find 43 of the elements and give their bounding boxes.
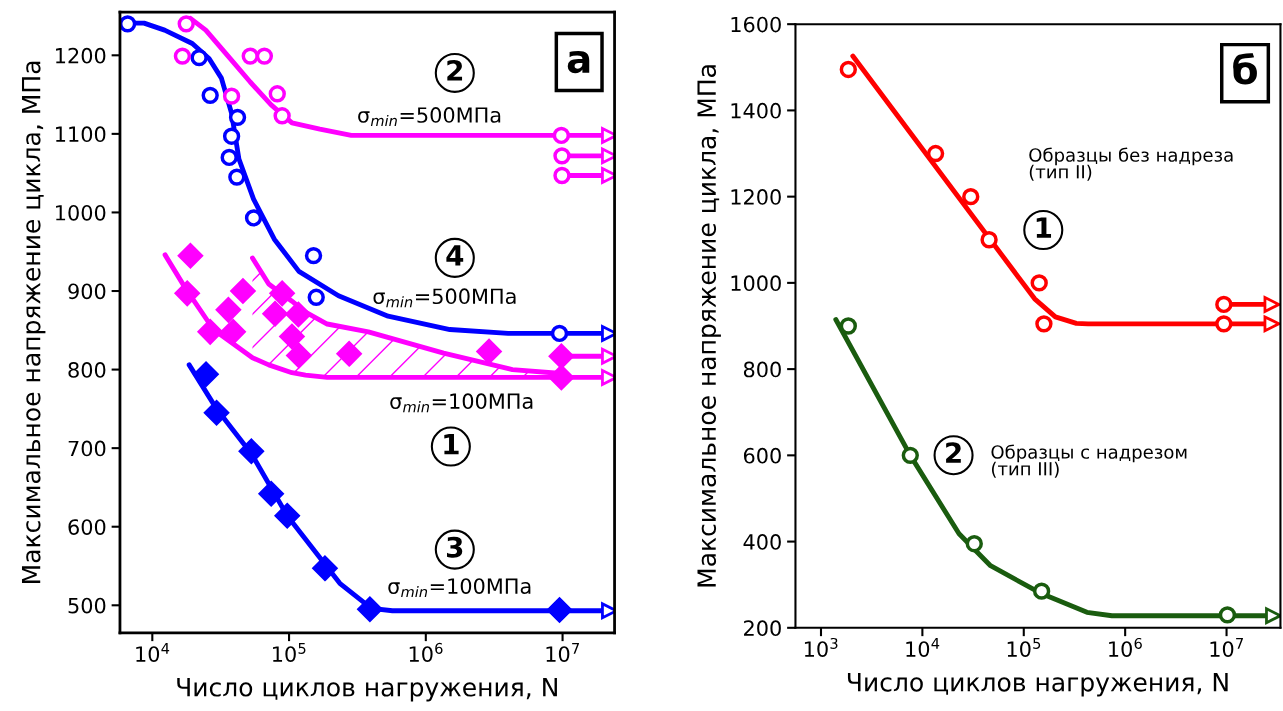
y-tick-label: 600: [743, 447, 781, 464]
x-tick-label: 10$^{6}$: [1109, 637, 1142, 657]
y-tick-label: 800: [68, 362, 106, 378]
y-tick-label: 200: [744, 620, 781, 637]
annotation: σ$_{min}$=100МПа: [388, 578, 531, 598]
annotation: σ$_{min}$=100МПа: [390, 393, 533, 413]
text: б: [1233, 53, 1257, 85]
annotation: 2: [447, 59, 463, 81]
x-axis-title: Число циклов нагружения, N: [847, 673, 1228, 697]
y-tick-label: 1000: [731, 275, 781, 292]
y-tick-label: 400: [743, 534, 781, 550]
annotation: σ$_{min}$=500МПа: [373, 288, 516, 308]
y-tick-label: 800: [743, 361, 781, 378]
annotation: Образцы без надреза (тип II): [1029, 147, 1233, 181]
y-tick-label: 1400: [731, 102, 781, 119]
y-tick-label: 700: [68, 440, 106, 457]
y-axis-title: Максимальное напряжение цикла, МПа: [697, 65, 721, 587]
annotation: 1: [1036, 217, 1052, 238]
x-tick-label: 10$^{5}$: [273, 643, 306, 662]
x-tick-label: 10$^{6}$: [409, 642, 443, 662]
text: а: [567, 50, 590, 74]
y-tick-label: 500: [68, 597, 106, 614]
annotation: 1: [444, 433, 459, 455]
y-tick-label: 1200: [56, 47, 106, 64]
y-tick-label: 1200: [731, 189, 781, 205]
x-tick-label: 10$^{5}$: [1007, 638, 1041, 657]
y-tick-label: 1600: [731, 16, 781, 33]
annotation: 3: [447, 536, 463, 558]
y-tick-label: 600: [68, 519, 106, 535]
x-tick-label: 10$^{4}$: [136, 643, 170, 662]
annotation: σ$_{min}$=500МПа: [358, 107, 501, 126]
annotation: 2: [946, 442, 961, 463]
x-tick-label: 10$^{3}$: [804, 637, 838, 657]
x-axis-title: Число циклов нагружения, N: [177, 678, 557, 702]
annotation: 4: [446, 245, 464, 266]
y-axis-title: Максимальное напряжение цикла, МПа: [21, 61, 46, 583]
x-tick-label: 10$^{7}$: [546, 643, 579, 662]
x-tick-label: 10$^{7}$: [1210, 638, 1243, 657]
y-tick-label: 900: [68, 283, 106, 300]
y-tick-label: 1000: [56, 204, 106, 221]
y-tick-label: 1100: [56, 126, 106, 143]
x-tick-label: 10$^{4}$: [906, 638, 940, 657]
annotation: Образцы с надрезом (тип III): [991, 444, 1187, 478]
